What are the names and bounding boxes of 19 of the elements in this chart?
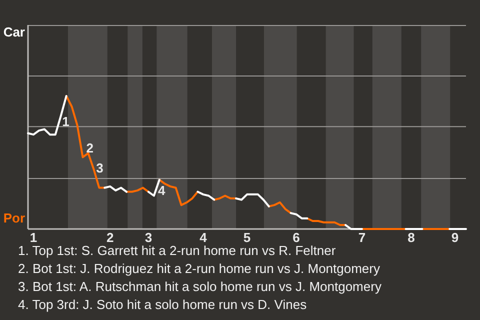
x-tick-label: 8 [408,230,415,245]
x-tick-label: 4 [200,230,208,245]
x-tick-label: 5 [243,230,251,245]
text: 2. Bot 1st: J. Rodriguez hit a 2-run home run vs J. Montgomery [18,261,380,276]
text: 1. Top 1st: S. Garrett hit a 2-run home run vs R. Feltner [18,243,336,258]
x-tick-label: 6 [292,230,300,245]
annotation: 1 [62,114,70,130]
x-tick-label: 3 [144,230,152,245]
x-tick-label: 2 [106,230,114,245]
annotation: 4 [158,183,166,198]
x-tick-label: 9 [451,230,459,245]
text: 4. Top 3rd: J. Soto hit a solo home run vs D. Vines [18,297,308,312]
annotation: 2 [86,140,94,156]
x-tick-label: 7 [358,230,366,245]
x-tick-label: 1 [30,230,38,245]
annotation: 3 [96,160,104,176]
text: Por [3,210,25,226]
text: 3. Bot 1st: A. Rutschman hit a solo home run vs J. Montgomery [18,279,382,294]
text: Car [3,24,25,40]
